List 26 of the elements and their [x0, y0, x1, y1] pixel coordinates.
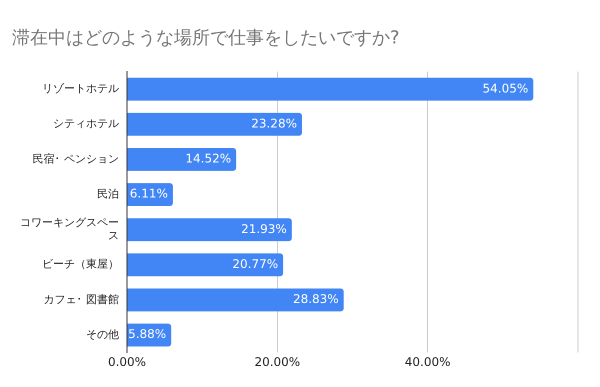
y-tick-label: コワーキングスペース [20, 216, 119, 242]
bar [128, 148, 236, 171]
bar [128, 253, 284, 276]
data-label: 14.52% [185, 152, 232, 166]
y-tick-label: 民泊 [97, 187, 119, 200]
chart-title: 滞在中はどのような場所で仕事をしたいですか? [12, 27, 400, 48]
x-tick-label: 20.00% [254, 354, 300, 369]
bar [128, 78, 534, 101]
data-label: 54.05% [482, 81, 528, 96]
x-tick-label: 0.00% [108, 354, 146, 369]
data-label: 20.77% [232, 256, 278, 271]
y-tick-label: カフェ･ 図書館 [44, 292, 119, 306]
data-label: 6.11% [130, 186, 168, 201]
data-label: 5.88% [128, 327, 166, 342]
y-tick-label: その他 [86, 328, 119, 341]
y-tick-label: シティホテル [53, 117, 119, 130]
y-tick-label: 民宿･ ペンション [32, 152, 119, 166]
bar [128, 112, 302, 136]
data-label: 21.93% [241, 222, 287, 236]
data-label: 28.83% [292, 292, 339, 306]
bar [128, 288, 344, 312]
x-tick-label: 40.00% [404, 354, 451, 369]
bar [128, 218, 292, 242]
y-tick-label: リゾートホテル [42, 82, 119, 96]
y-tick-label: ビーチ（東屋） [42, 258, 119, 271]
data-label: 23.28% [251, 116, 297, 130]
